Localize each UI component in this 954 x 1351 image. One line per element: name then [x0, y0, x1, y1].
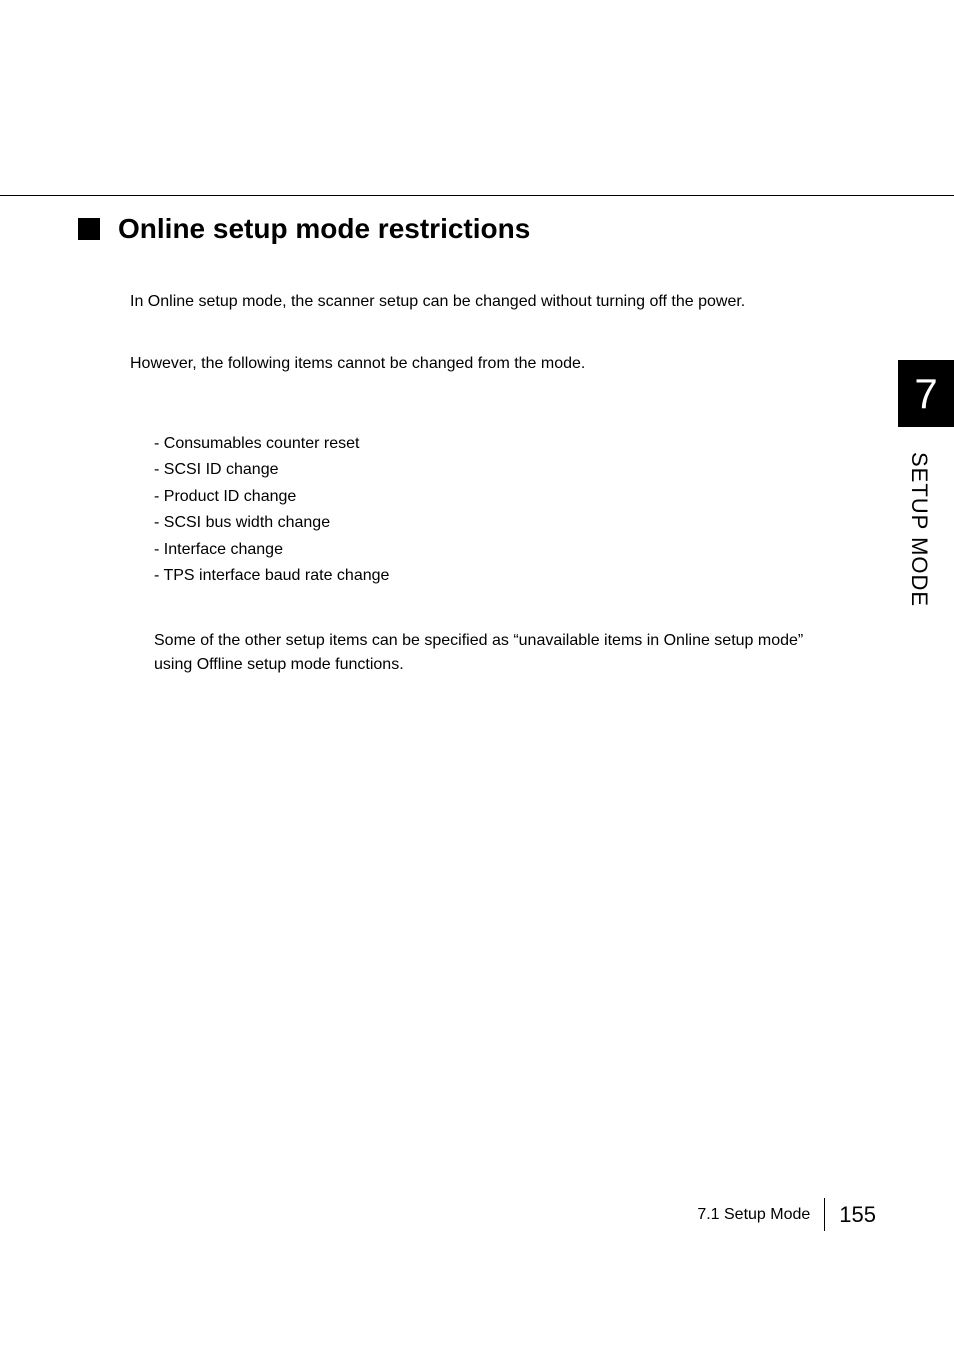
chapter-tab: 7: [898, 360, 954, 427]
heading-text: Online setup mode restrictions: [118, 213, 530, 245]
list-item: - TPS interface baud rate change: [154, 563, 854, 589]
list-item: - Interface change: [154, 537, 854, 563]
footer-section-title: 7.1 Setup Mode: [697, 1206, 810, 1224]
page-number: 155: [839, 1202, 876, 1228]
footer-divider: [824, 1198, 825, 1231]
horizontal-rule: [0, 195, 954, 196]
restrictions-list: - Consumables counter reset - SCSI ID ch…: [154, 431, 854, 589]
list-item: - Consumables counter reset: [154, 431, 854, 457]
list-item: - Product ID change: [154, 484, 854, 510]
footnote-paragraph: Some of the other setup items can be spe…: [154, 629, 834, 677]
section-heading: Online setup mode restrictions: [78, 213, 854, 245]
page-footer: 7.1 Setup Mode 155: [697, 1198, 876, 1231]
chapter-number: 7: [914, 370, 937, 418]
chapter-label: SETUP MODE: [906, 452, 932, 607]
list-item: - SCSI ID change: [154, 457, 854, 483]
list-item: - SCSI bus width change: [154, 510, 854, 536]
intro-paragraph: In Online setup mode, the scanner setup …: [130, 293, 854, 311]
heading-bullet-icon: [78, 218, 100, 240]
however-paragraph: However, the following items cannot be c…: [130, 355, 854, 373]
page-content: Online setup mode restrictions In Online…: [0, 0, 954, 677]
